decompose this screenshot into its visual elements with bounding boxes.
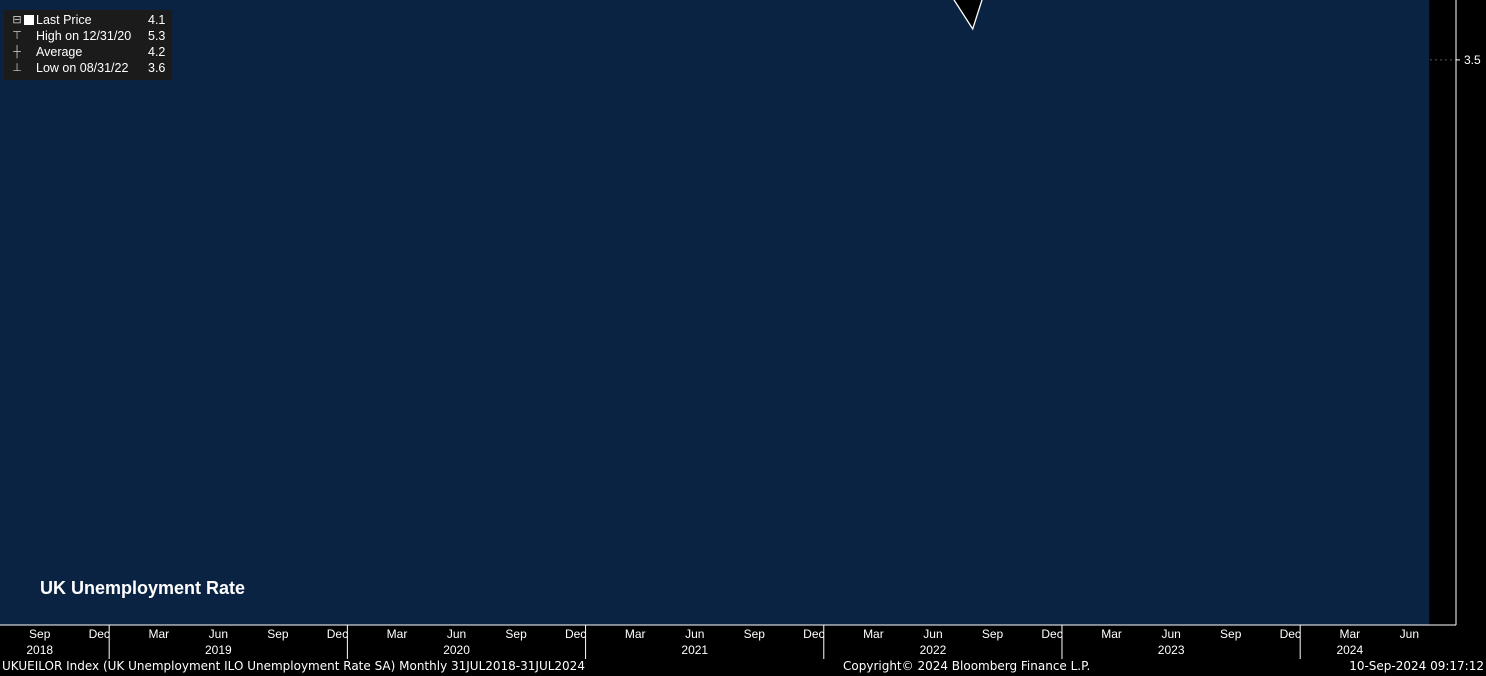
x-tick-label: Jun: [1161, 627, 1180, 641]
average-marker-icon: ┼: [13, 46, 21, 58]
legend-value: 5.3: [148, 29, 166, 43]
x-tick-label: Sep: [744, 627, 766, 641]
x-tick-label: Mar: [387, 627, 408, 641]
collapse-icon[interactable]: ⊟: [12, 14, 22, 26]
legend-label: Last Price: [36, 13, 92, 27]
x-tick-label: Sep: [29, 627, 51, 641]
x-tick-label: Jun: [447, 627, 466, 641]
x-tick-label: Dec: [1041, 627, 1062, 641]
low-marker-icon: ⊥: [12, 62, 22, 74]
x-tick-label: Mar: [1339, 627, 1360, 641]
x-tick-label: Dec: [565, 627, 586, 641]
x-year-label: 2021: [681, 643, 708, 657]
x-tick-label: Jun: [685, 627, 704, 641]
x-tick-label: Sep: [505, 627, 527, 641]
x-tick-label: Dec: [327, 627, 348, 641]
x-tick-label: Dec: [803, 627, 824, 641]
legend-item-last-price[interactable]: ⊟ Last Price 4.1: [4, 12, 172, 28]
x-tick-label: Jun: [1400, 627, 1419, 641]
legend-value: 4.1: [148, 13, 166, 27]
x-tick-label: Mar: [863, 627, 884, 641]
footer-timestamp: 10-Sep-2024 09:17:12: [1349, 659, 1484, 673]
chart-title: UK Unemployment Rate: [40, 578, 246, 598]
legend-value: 4.2: [148, 45, 166, 59]
x-year-label: 2018: [26, 643, 53, 657]
axis-layer: 3.53.84.04.24.54.85.05.2SepDecMarJunSepD…: [0, 0, 1481, 659]
white-square-swatch: [24, 15, 34, 25]
footer-copyright: Copyright© 2024 Bloomberg Finance L.P.: [843, 659, 1091, 673]
x-tick-label: Sep: [1220, 627, 1242, 641]
x-year-label: 2019: [205, 643, 232, 657]
legend-label: High on 12/31/20: [36, 29, 132, 43]
legend-item-average[interactable]: ┼ Average 4.2: [4, 44, 172, 60]
x-tick-label: Mar: [148, 627, 169, 641]
x-tick-label: Jun: [209, 627, 228, 641]
x-tick-label: Mar: [625, 627, 646, 641]
area-fill: [0, 0, 1430, 625]
x-tick-label: Sep: [267, 627, 289, 641]
x-year-label: 2022: [920, 643, 947, 657]
x-year-label: 2020: [443, 643, 470, 657]
legend-value: 3.6: [148, 61, 166, 75]
x-tick-label: Dec: [1280, 627, 1301, 641]
legend-label: Average: [36, 45, 83, 59]
y-tick-label: 3.5: [1464, 53, 1481, 67]
x-year-label: 2023: [1158, 643, 1185, 657]
legend-item-low[interactable]: ⊥ Low on 08/31/22 3.6: [4, 60, 172, 76]
legend-item-high[interactable]: ⊤ High on 12/31/20 5.3: [4, 28, 172, 44]
footer-ticker-info: UKUEILOR Index (UK Unemployment ILO Unem…: [2, 659, 585, 673]
x-year-label: 2024: [1336, 643, 1363, 657]
area-layer: [0, 0, 1430, 625]
legend-label: Low on 08/31/22: [36, 61, 129, 75]
legend: ⊟ Last Price 4.1 ⊤ High on 12/31/20 5.3 …: [4, 10, 172, 80]
high-marker-icon: ⊤: [12, 30, 22, 42]
x-tick-label: Dec: [89, 627, 110, 641]
x-tick-label: Mar: [1101, 627, 1122, 641]
x-tick-label: Sep: [982, 627, 1004, 641]
x-tick-label: Jun: [923, 627, 942, 641]
